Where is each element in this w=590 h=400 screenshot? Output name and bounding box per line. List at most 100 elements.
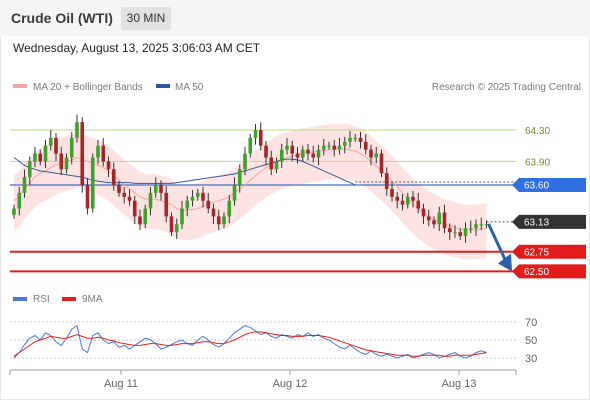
candle-body	[405, 196, 410, 205]
candle-body	[174, 224, 179, 233]
ma9-legend-label: 9MA	[82, 294, 103, 305]
candle-body	[285, 145, 289, 150]
candle-body	[164, 192, 169, 217]
rsi-legend-label: RSI	[33, 294, 50, 305]
bollinger-band	[14, 123, 487, 260]
support-tag-bg	[512, 244, 586, 259]
candle-body	[269, 157, 274, 170]
candle-body	[421, 208, 426, 217]
candle-body	[132, 200, 137, 217]
support-tag-label: 62.50	[524, 267, 549, 278]
candle-body	[106, 161, 111, 170]
candle-body	[75, 122, 79, 138]
ma9-legend-swatch	[62, 297, 76, 301]
candle-body	[190, 196, 195, 201]
candle-body	[101, 145, 106, 162]
candle-body	[12, 208, 16, 215]
candle-body	[211, 208, 216, 217]
ma50-legend-label: MA 50	[175, 82, 204, 93]
rsi-legend-swatch	[13, 297, 27, 301]
candle-body	[316, 149, 321, 158]
candle-body	[64, 157, 69, 170]
candle-body	[48, 137, 53, 146]
candle-body	[111, 169, 116, 185]
candle-body	[348, 137, 352, 142]
candle-body	[43, 145, 48, 162]
candle-body	[306, 149, 310, 154]
rsi-tick-label: 30	[525, 353, 537, 365]
candle-body	[390, 188, 394, 197]
candle-body	[327, 145, 331, 147]
resistance-label: 63.90	[525, 157, 550, 168]
candle-body	[332, 145, 337, 150]
copyright-text: Research © 2025 Trading Central	[432, 82, 581, 93]
candle-body	[453, 232, 457, 234]
candle-body	[474, 224, 478, 229]
candle-body	[437, 212, 442, 225]
x-tick-label: Aug 13	[442, 378, 477, 390]
candle-body	[447, 228, 452, 233]
candle-body	[353, 137, 358, 139]
rsi-tick-label: 70	[525, 317, 537, 329]
rsi-line	[13, 324, 487, 359]
candle-body	[295, 153, 300, 158]
candle-body	[117, 185, 121, 193]
candle-body	[232, 185, 237, 201]
candle-body	[411, 196, 415, 201]
candle-body	[243, 153, 247, 170]
forecast-arrow-head	[498, 253, 512, 272]
candle-body	[153, 185, 158, 193]
x-tick-label: Aug 12	[273, 378, 308, 390]
candle-body	[321, 145, 326, 150]
candle-body	[237, 169, 242, 185]
candle-body	[96, 145, 100, 158]
candle-body	[253, 130, 258, 138]
candle-body	[206, 200, 211, 209]
candle-body	[138, 216, 142, 225]
forecast-arrow-shaft	[487, 223, 508, 263]
candle-body	[400, 200, 405, 205]
candle-body	[80, 122, 85, 185]
candle-body	[222, 216, 226, 225]
support-tag-label: 62.75	[524, 247, 549, 258]
instrument-title: Crude Oil (WTI)	[11, 10, 113, 26]
candle-body	[180, 208, 184, 225]
candle-body	[17, 192, 22, 209]
candle-body	[169, 216, 174, 233]
rsi-ma9-line	[13, 331, 487, 357]
candle-body	[59, 153, 64, 170]
candle-body	[38, 153, 43, 162]
candle-body	[90, 157, 95, 209]
candle-body	[69, 137, 74, 158]
last-price-tag-bg	[512, 214, 586, 229]
price-tags: 63.60 63.13 62.75 62.50	[512, 178, 586, 279]
rsi-panel: 70 50 30	[10, 317, 537, 365]
candle-body	[374, 153, 379, 158]
candle-body	[274, 161, 279, 170]
candle-body	[216, 216, 221, 225]
ma20-legend-swatch	[13, 84, 27, 88]
candle-body	[264, 145, 268, 158]
candle-body	[426, 216, 431, 221]
chart-header: Crude Oil (WTI) 30 MIN	[0, 0, 590, 36]
rsi-tick-label: 50	[525, 335, 537, 347]
candle-body	[337, 145, 342, 150]
candle-body	[33, 153, 37, 162]
ma50-level-tag-label: 63.60	[524, 181, 549, 192]
candle-body	[122, 192, 127, 197]
candle-body	[185, 200, 190, 209]
candle-body	[463, 228, 468, 237]
candle-body	[148, 192, 153, 209]
x-axis: Aug 11 Aug 12 Aug 13	[9, 370, 517, 390]
candle-body	[85, 185, 90, 209]
candle-body	[195, 192, 200, 197]
interval-button[interactable]: 30 MIN	[121, 7, 171, 30]
candle-body	[27, 161, 32, 178]
candle-body	[159, 185, 163, 193]
candle-body	[279, 149, 284, 162]
candle-body	[432, 220, 436, 225]
x-tick-label: Aug 11	[104, 378, 138, 390]
candle-body	[248, 137, 253, 154]
ma50-line	[13, 157, 356, 186]
